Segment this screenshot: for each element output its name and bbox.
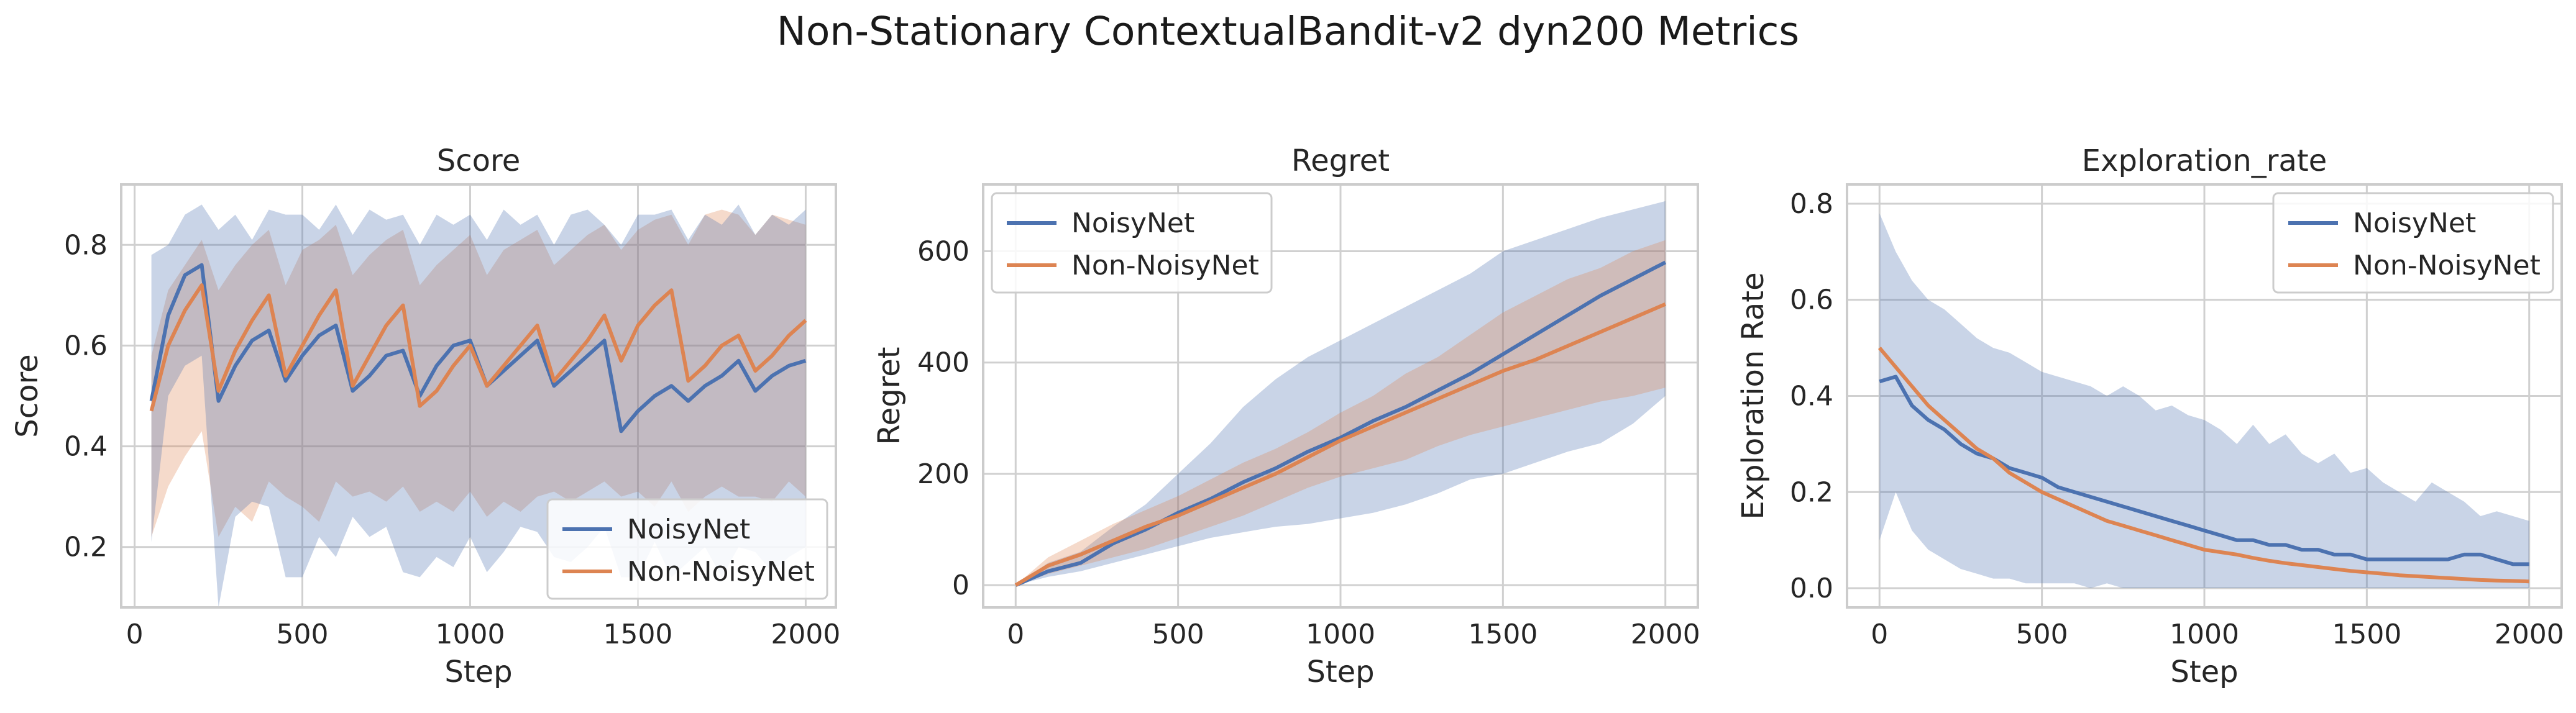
legend-label: Non-NoisyNet	[1071, 250, 1259, 281]
x-tick-label: 2000	[771, 619, 840, 650]
panel-title: Regret	[1291, 143, 1390, 178]
panel-title: Exploration_rate	[2082, 143, 2327, 178]
y-tick-label: 0.4	[1790, 381, 1833, 412]
axes-frame	[982, 183, 1699, 609]
y-tick-label: 0.6	[1790, 284, 1833, 316]
legend: NoisyNet Non-NoisyNet	[546, 498, 828, 600]
x-axis-label: Step	[1306, 655, 1374, 689]
series-line-non-noisynet	[1014, 302, 1666, 587]
panel-exploration-rate: 0 500 1000 1500 2000 0.0 0.2 0.4 0.6 0.8 Explorati…	[1736, 143, 2564, 689]
y-axis-label: Score	[10, 354, 45, 437]
legend-box	[546, 498, 828, 600]
legend: NoisyNet Non-NoisyNet	[2272, 192, 2554, 294]
x-tick-label: 0	[126, 619, 144, 650]
series-line-noisynet	[1015, 260, 1667, 587]
legend-label: NoisyNet	[2353, 207, 2476, 239]
legend-box	[991, 192, 1273, 294]
series-line-non-noisynet	[1878, 347, 2529, 584]
y-axis-label: Regret	[872, 347, 907, 445]
x-tick-label: 0	[1007, 619, 1024, 650]
confidence-band-non-noisynet	[151, 209, 806, 537]
y-tick-label: 400	[917, 347, 969, 379]
legend-box	[2272, 192, 2554, 294]
legend: NoisyNet Non-NoisyNet	[991, 192, 1273, 294]
y-tick-label: 0.2	[64, 532, 108, 563]
legend-label: NoisyNet	[1071, 207, 1194, 239]
legend-label: Non-NoisyNet	[627, 556, 815, 588]
x-axis-label: Step	[2170, 655, 2238, 689]
y-tick-label: 0	[952, 570, 969, 601]
y-tick-label: 0.4	[64, 431, 108, 463]
x-tick-label: 1500	[1468, 619, 1538, 650]
x-tick-label: 0	[1871, 619, 1888, 650]
axes-frame	[1846, 183, 2563, 609]
y-tick-label: 600	[917, 236, 969, 268]
y-axis-label: Exploration Rate	[1736, 272, 1771, 519]
x-tick-label: 500	[2016, 619, 2068, 650]
confidence-band-noisynet	[1015, 201, 1666, 586]
panel-title: Score	[437, 143, 520, 178]
legend-label: NoisyNet	[627, 514, 750, 545]
series-line-non-noisynet	[149, 283, 807, 412]
y-tick-label: 0.0	[1790, 573, 1833, 604]
figure-title: Non-Stationary ContextualBandit-v2 dyn20…	[776, 9, 1800, 54]
x-tick-label: 500	[277, 619, 329, 650]
panel-regret: 0 500 1000 1500 2000 0 200 400 600 Regret Step Regr…	[872, 143, 1700, 689]
x-tick-label: 1500	[2332, 619, 2401, 650]
panel-score: 0 500 1000 1500 2000 0.2 0.4 0.6 0.8 Score Step Sco…	[10, 143, 840, 689]
x-tick-label: 1500	[603, 619, 672, 650]
x-tick-label: 2000	[1631, 619, 1700, 650]
legend-label: Non-NoisyNet	[2353, 250, 2541, 281]
x-tick-label: 1000	[436, 619, 505, 650]
y-tick-label: 0.8	[1790, 188, 1833, 220]
y-tick-label: 0.2	[1790, 476, 1833, 508]
x-axis-label: Step	[444, 655, 512, 689]
confidence-band-non-noisynet	[1015, 240, 1666, 586]
y-tick-label: 0.6	[64, 330, 108, 361]
axes-frame	[120, 183, 837, 609]
x-tick-label: 2000	[2495, 619, 2564, 650]
plot-area	[1878, 213, 2529, 588]
confidence-band-noisynet	[1879, 213, 2529, 588]
y-tick-label: 200	[917, 458, 969, 490]
x-tick-label: 500	[1152, 619, 1204, 650]
y-tick-label: 0.8	[64, 229, 108, 261]
plot-area	[1014, 201, 1667, 587]
x-tick-label: 1000	[2170, 619, 2239, 650]
x-tick-label: 1000	[1306, 619, 1375, 650]
